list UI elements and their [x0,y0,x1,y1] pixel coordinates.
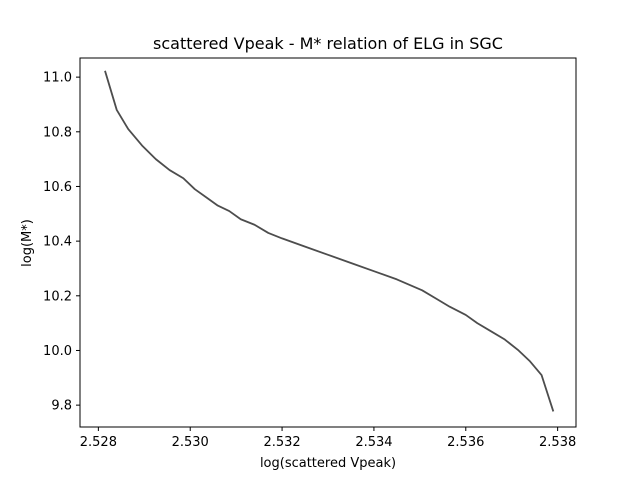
x-axis-label: log(scattered Vpeak) [260,456,396,471]
chart-title: scattered Vpeak - M* relation of ELG in … [153,34,503,53]
plot-area: 2.528 2.530 2.532 2.534 2.536 2.538 9.8 10.0 10.… [43,57,577,450]
y-tick-label: 10.2 [43,289,72,304]
axes-frame [79,57,577,428]
x-tick-label: 2.538 [539,435,576,450]
series-line-0 [104,70,555,412]
x-tick-label: 2.534 [355,435,392,450]
x-tick-label: 2.532 [263,435,300,450]
x-tick-label: 2.530 [172,435,209,450]
y-tick-label: 10.4 [43,235,72,250]
y-tick-label: 10.8 [43,125,72,140]
x-tick-label: 2.528 [80,435,117,450]
y-tick-label: 9.8 [51,399,72,414]
y-tick-label: 10.0 [43,344,72,359]
y-tick-label: 10.6 [43,180,72,195]
y-axis-label: log(M*) [20,219,35,267]
y-tick-label: 11.0 [43,71,72,86]
x-tick-label: 2.536 [447,435,484,450]
